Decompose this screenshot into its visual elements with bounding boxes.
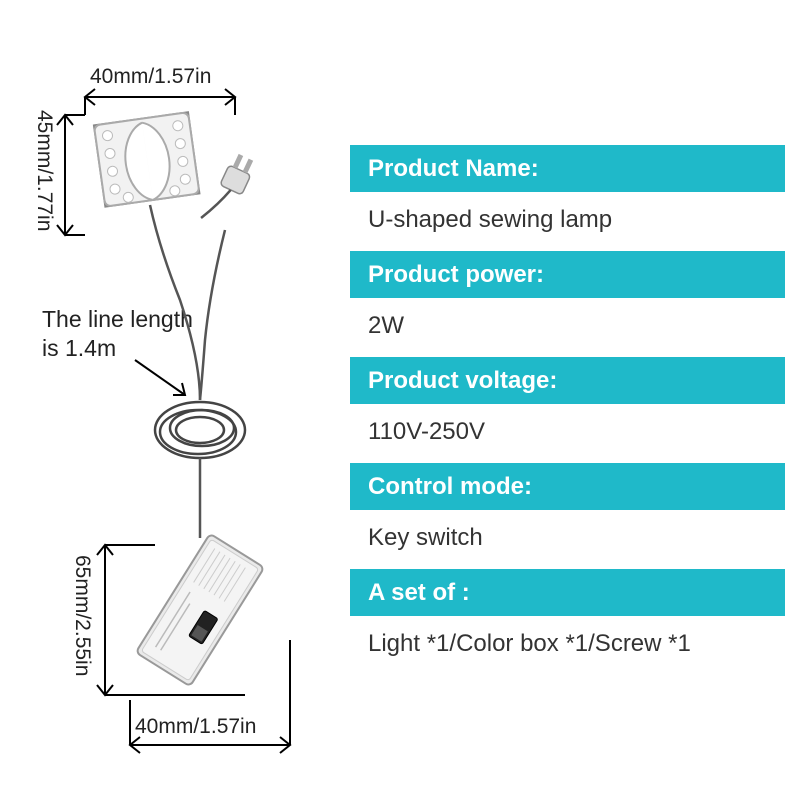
spec-row: Product power: 2W	[350, 251, 785, 353]
spec-value: U-shaped sewing lamp	[350, 192, 785, 247]
spec-row: Product Name: U-shaped sewing lamp	[350, 145, 785, 247]
plug-icon	[201, 151, 257, 229]
spec-label: Product power:	[350, 251, 785, 298]
spec-label: Product Name:	[350, 145, 785, 192]
dim-arrow-top	[85, 89, 235, 115]
wire-coil-icon	[155, 402, 245, 458]
note-arrow	[135, 360, 185, 395]
spec-value: Light *1/Color box *1/Screw *1	[350, 616, 785, 671]
spec-row: Control mode: Key switch	[350, 463, 785, 565]
diagram-svg	[0, 0, 350, 800]
product-diagram: 40mm/1.57in 45mm/1.77in The line length …	[0, 0, 350, 800]
spec-label: A set of :	[350, 569, 785, 616]
spec-row: Product voltage: 110V-250V	[350, 357, 785, 459]
spec-label: Product voltage:	[350, 357, 785, 404]
spec-label: Control mode:	[350, 463, 785, 510]
spec-row: A set of : Light *1/Color box *1/Screw *…	[350, 569, 785, 671]
dim-arrow-lamp-height	[57, 115, 85, 235]
wire-from-lamp	[150, 205, 200, 400]
wire-from-plug	[200, 230, 225, 400]
spec-table: Product Name: U-shaped sewing lamp Produ…	[350, 145, 785, 675]
lamp-icon	[94, 112, 199, 206]
spec-value: 2W	[350, 298, 785, 353]
control-box-icon	[136, 534, 264, 687]
spec-value: 110V-250V	[350, 404, 785, 459]
spec-value: Key switch	[350, 510, 785, 565]
